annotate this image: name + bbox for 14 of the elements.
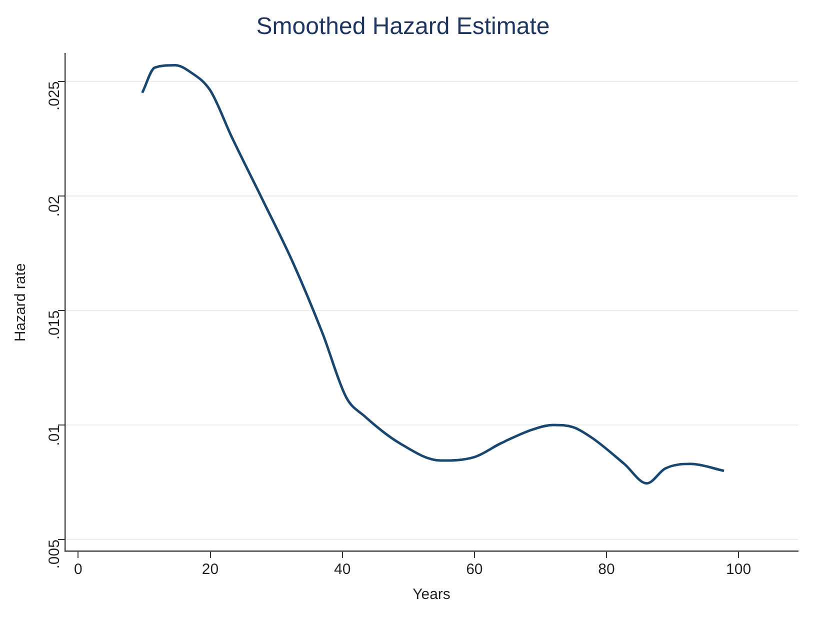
chart-title: Smoothed Hazard Estimate [256,13,550,40]
x-axis-title: Years [412,586,450,604]
y-axis-title: Hazard rate [12,263,30,342]
y-tick-label: .015 [46,310,64,340]
x-tick-label: 40 [334,561,351,578]
x-tick-label: 0 [74,561,82,578]
x-tick-label: 60 [466,561,483,578]
y-tick-label: .02 [46,196,64,217]
x-tick-label: 20 [202,561,219,578]
x-tick-label: 100 [726,561,752,578]
x-tick-label: 80 [598,561,615,578]
y-tick-label: .01 [46,424,64,446]
y-tick-label: .025 [46,81,64,110]
y-tick-label: .005 [46,540,64,569]
